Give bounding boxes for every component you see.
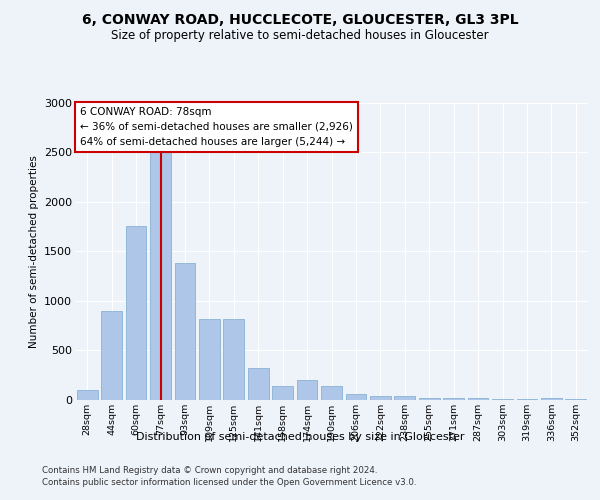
Bar (175, 263, 196, 400)
Bar (346, 394, 367, 400)
Text: Contains public sector information licensed under the Open Government Licence v3: Contains public sector information licen… (42, 478, 416, 487)
Bar (443, 398, 464, 400)
Bar (467, 398, 488, 400)
Bar (492, 399, 513, 400)
Bar (101, 311, 122, 400)
Text: Contains HM Land Registry data © Crown copyright and database right 2024.: Contains HM Land Registry data © Crown c… (42, 466, 377, 475)
Bar (394, 396, 415, 400)
Bar (125, 226, 146, 400)
Text: Distribution of semi-detached houses by size in Gloucester: Distribution of semi-detached houses by … (136, 432, 464, 442)
Bar (223, 318, 244, 400)
Bar (541, 398, 562, 400)
Bar (77, 390, 98, 400)
Bar (517, 399, 538, 400)
Bar (199, 318, 220, 400)
Bar (296, 380, 317, 400)
Bar (370, 396, 391, 400)
Y-axis label: Number of semi-detached properties: Number of semi-detached properties (29, 155, 38, 348)
Text: 6 CONWAY ROAD: 78sqm
← 36% of semi-detached houses are smaller (2,926)
64% of se: 6 CONWAY ROAD: 78sqm ← 36% of semi-detac… (80, 107, 353, 146)
Bar (419, 398, 440, 400)
Text: 6, CONWAY ROAD, HUCCLECOTE, GLOUCESTER, GL3 3PL: 6, CONWAY ROAD, HUCCLECOTE, GLOUCESTER, … (82, 12, 518, 26)
Bar (248, 368, 269, 400)
Bar (150, 142, 171, 400)
Text: Size of property relative to semi-detached houses in Gloucester: Size of property relative to semi-detach… (111, 29, 489, 42)
Bar (272, 386, 293, 400)
Bar (321, 386, 342, 400)
Bar (565, 399, 586, 400)
